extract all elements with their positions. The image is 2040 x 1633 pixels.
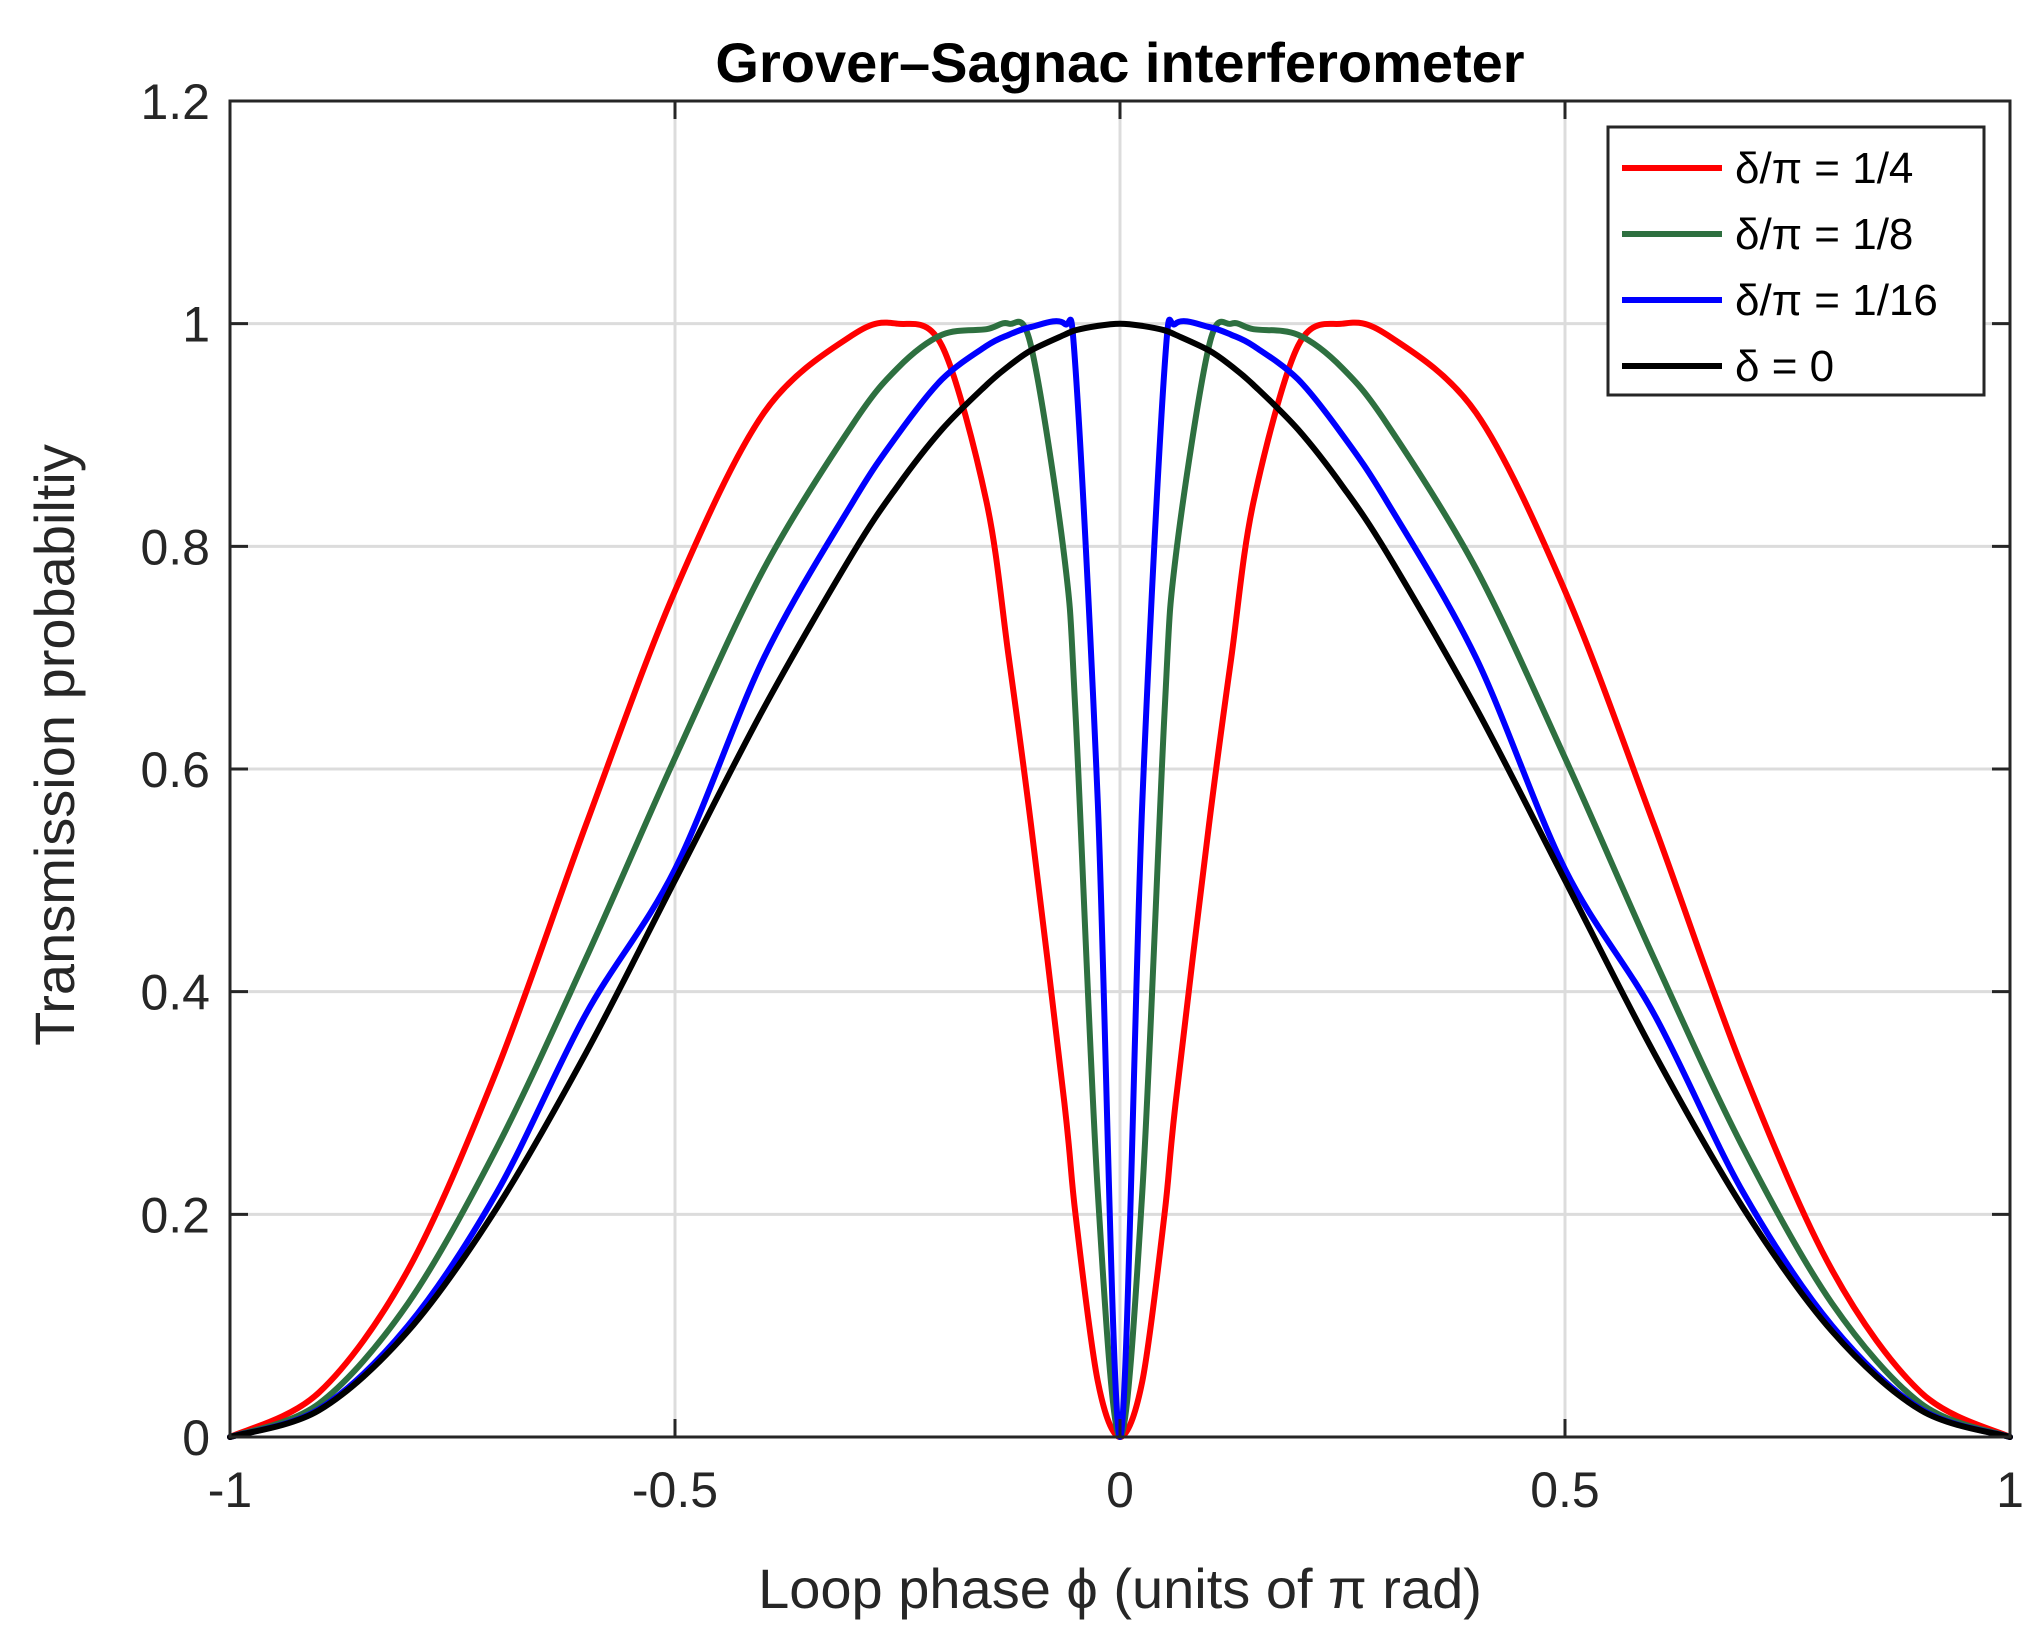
x-tick-labels: -1 -0.5 0 0.5 1: [208, 1462, 2024, 1518]
x-axis-title: Loop phase ϕ (units of π rad): [758, 1557, 1482, 1620]
series-delta-zero-line: [227, 320, 2013, 1440]
y-axis-title: Transmission probabiltiy: [23, 444, 86, 1046]
y-tick-label: 1.2: [140, 74, 210, 130]
grid-lines: [230, 101, 2010, 1437]
y-tick-labels: 0 0.2 0.4 0.6 0.8 1 1.2: [140, 74, 210, 1466]
y-tick-label: 0.6: [140, 742, 210, 798]
x-tick-label: 0.5: [1530, 1462, 1600, 1518]
legend-label: δ/π = 1/4: [1735, 144, 1913, 193]
legend-entries: δ/π = 1/4 δ/π = 1/8 δ/π = 1/16 δ = 0: [1622, 144, 1938, 391]
x-tick-label: 1: [1996, 1462, 2024, 1518]
y-tick-label: 0.4: [140, 965, 210, 1021]
y-tick-label: 0: [182, 1410, 210, 1466]
legend-label: δ/π = 1/8: [1735, 210, 1913, 259]
chart-title: Grover–Sagnac interferometer: [715, 31, 1524, 94]
legend: δ/π = 1/4 δ/π = 1/8 δ/π = 1/16 δ = 0: [1606, 125, 1986, 397]
legend-box: [1606, 125, 1986, 397]
tick-marks: [228, 99, 2012, 1439]
x-tick-label: 0: [1106, 1462, 1134, 1518]
legend-label: δ = 0: [1735, 342, 1834, 391]
y-tick-label: 0.8: [140, 519, 210, 575]
y-tick-label: 0.2: [140, 1187, 210, 1243]
y-tick-label: 1: [182, 297, 210, 353]
x-tick-label: -1: [208, 1462, 252, 1518]
x-tick-label: -0.5: [632, 1462, 718, 1518]
legend-label: δ/π = 1/16: [1735, 276, 1938, 325]
